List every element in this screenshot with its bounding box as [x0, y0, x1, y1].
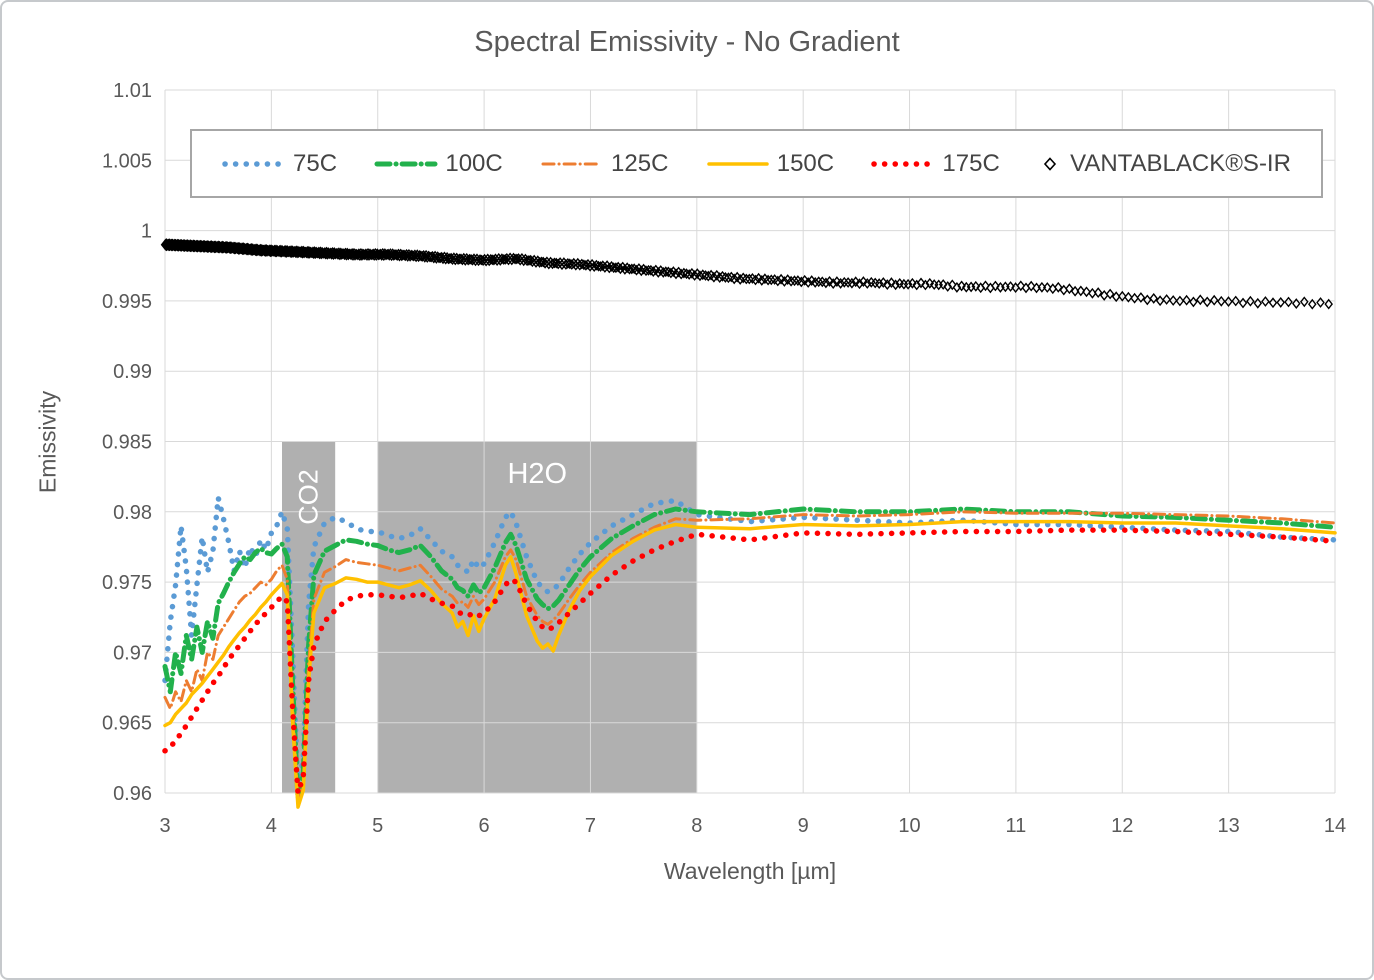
- legend-key-150c: [706, 161, 769, 166]
- series-125c: [163, 510, 1337, 803]
- legend-item-vantablack®s-ir: VANTABLACK®S-IR: [1037, 150, 1291, 178]
- x-tick-label: 13: [1218, 815, 1240, 837]
- chart-title: Spectral Emissivity - No Gradient: [474, 26, 900, 58]
- legend-key-175c: [871, 160, 936, 167]
- x-tick-label: 3: [159, 815, 170, 837]
- legend-item-75c: 75C: [222, 150, 337, 178]
- y-tick-label: 0.965: [102, 713, 152, 735]
- series-150c: [163, 519, 1337, 809]
- legend-key-125c: [541, 162, 603, 165]
- legend-label: 125C: [611, 149, 669, 177]
- y-axis-title: Emissivity: [34, 390, 61, 494]
- chart-legend: 75C 100C 125C 150C 175C VANTABLACK®S-IR: [190, 129, 1323, 198]
- series-vantablack-s-ir: [160, 238, 1333, 310]
- legend-key-75c: [222, 160, 286, 167]
- legend-item-125c: 125C: [540, 150, 668, 178]
- legend-key-vantablack®s-ir: [1044, 156, 1057, 171]
- y-tick-label: 0.99: [113, 361, 152, 383]
- x-tick-label: 12: [1111, 815, 1133, 837]
- y-tick-label: 1: [141, 221, 152, 243]
- legend-key-100c: [374, 161, 438, 166]
- x-tick-label: 10: [898, 815, 920, 837]
- y-tick-label: 1.01: [113, 80, 152, 102]
- x-tick-label: 9: [798, 815, 809, 837]
- y-tick-label: 0.96: [113, 783, 152, 805]
- legend-label: 100C: [445, 149, 503, 177]
- legend-label: 150C: [776, 149, 835, 177]
- y-tick-label: 0.985: [102, 432, 152, 454]
- legend-label: 175C: [942, 149, 1000, 177]
- legend-item-100c: 100C: [374, 149, 503, 178]
- legend-item-175c: 175C: [871, 149, 1000, 178]
- y-tick-label: 0.995: [102, 291, 152, 313]
- legend-label: VANTABLACK®S-IR: [1070, 149, 1291, 177]
- y-tick-label: 0.98: [113, 502, 152, 524]
- series-100c: [162, 506, 1338, 802]
- x-tick-label: 11: [1006, 815, 1027, 837]
- series-75c: [162, 494, 1338, 793]
- legend-label: 75C: [293, 149, 338, 177]
- x-tick-label: 4: [266, 815, 277, 837]
- x-tick-label: 5: [372, 815, 383, 837]
- x-tick-label: 6: [479, 815, 490, 837]
- series-175c: [162, 527, 1338, 796]
- x-tick-label: 8: [691, 815, 702, 837]
- co2-band-label: CO2: [294, 469, 324, 525]
- y-tick-label: 1.005: [102, 150, 152, 172]
- h2o-band-label: H2O: [507, 458, 567, 490]
- y-tick-label: 0.975: [102, 572, 152, 594]
- x-axis-title: Wavelength [µm]: [663, 858, 837, 884]
- x-tick-label: 14: [1324, 815, 1346, 837]
- x-tick-label: 7: [585, 815, 596, 837]
- legend-item-150c: 150C: [706, 150, 834, 178]
- y-tick-label: 0.97: [113, 642, 152, 664]
